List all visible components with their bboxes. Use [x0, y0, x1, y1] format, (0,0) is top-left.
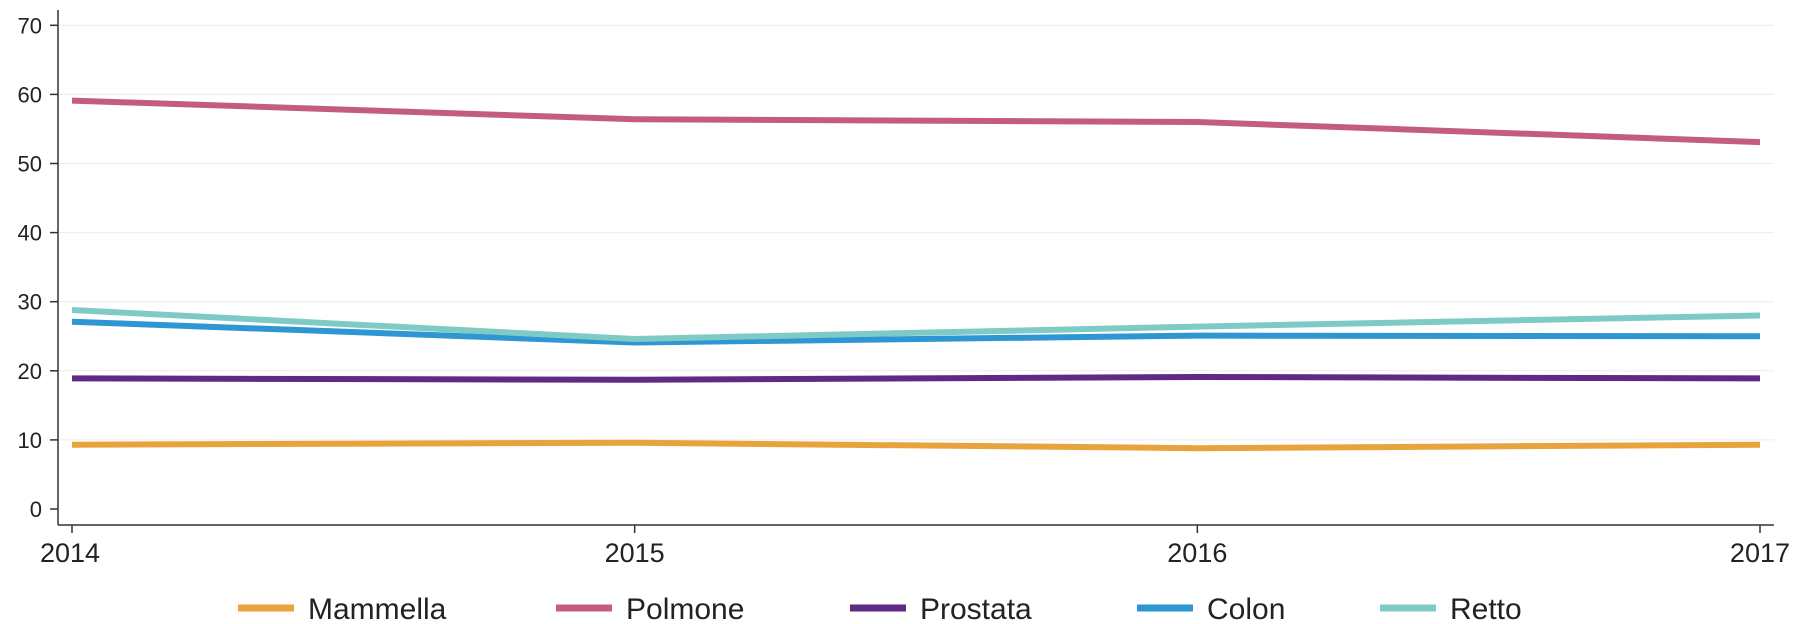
- gridlines: [58, 24, 1774, 441]
- y-tick-label: 20: [18, 359, 42, 384]
- y-tick-label: 70: [18, 13, 42, 38]
- legend-item-polmone: Polmone: [556, 593, 744, 624]
- legend-label: Colon: [1207, 593, 1285, 624]
- series-line-retto: [71, 307, 1761, 342]
- y-tick-label: 10: [18, 428, 42, 453]
- legend-label: Polmone: [626, 593, 744, 624]
- legend-label: Retto: [1450, 593, 1522, 624]
- y-tick-label: 50: [18, 152, 42, 177]
- series-line-polmone: [71, 97, 1761, 146]
- legend-label: Prostata: [920, 593, 1032, 624]
- y-tick-label: 40: [18, 221, 42, 246]
- y-axis-ticks: 0 10 20 30 40 50 60 70: [18, 13, 58, 522]
- series-line-prostata: [71, 374, 1761, 383]
- x-tick-label: 2015: [605, 538, 665, 568]
- x-tick-label: 2017: [1730, 538, 1790, 568]
- legend-item-colon: Colon: [1137, 593, 1285, 624]
- legend-item-retto: Retto: [1380, 593, 1522, 624]
- y-tick-label: 60: [18, 82, 42, 107]
- legend-item-prostata: Prostata: [850, 593, 1032, 624]
- x-tick-label: 2014: [40, 538, 100, 568]
- series-line-colon: [71, 318, 1761, 346]
- series-lines: [71, 97, 1761, 452]
- x-axis-ticks: 2014 2015 2016 2017: [40, 525, 1790, 568]
- y-tick-label: 0: [30, 497, 42, 522]
- x-tick-label: 2016: [1167, 538, 1227, 568]
- series-line-mammella: [71, 439, 1761, 452]
- y-tick-label: 30: [18, 290, 42, 315]
- legend-item-mammella: Mammella: [238, 593, 447, 624]
- legend-label: Mammella: [308, 593, 447, 624]
- legend: Mammella Polmone Prostata Colon Retto: [238, 593, 1522, 624]
